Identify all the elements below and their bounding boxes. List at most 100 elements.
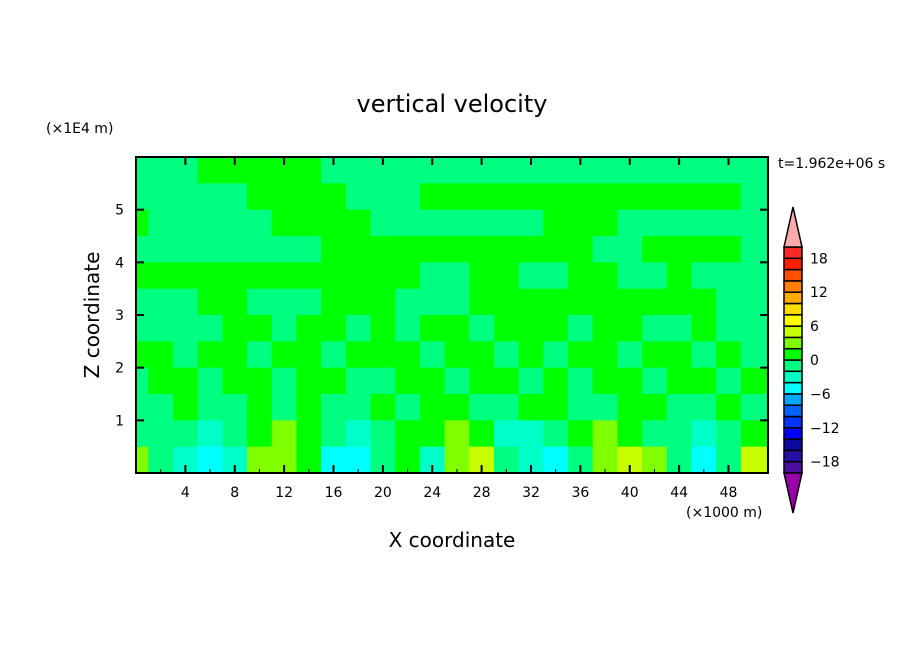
time-label: t=1.962e+06 s	[778, 156, 885, 172]
heatmap-cell	[321, 209, 347, 237]
heatmap-cell	[173, 183, 199, 211]
heatmap-cell	[419, 315, 446, 342]
heatmap-cell	[136, 315, 149, 342]
heatmap-cell	[493, 394, 520, 421]
heatmap-cell	[691, 367, 717, 395]
heatmap-cell	[148, 157, 174, 184]
heatmap-cell	[345, 420, 372, 448]
x-unit-label: (×1000 m)	[686, 505, 762, 521]
heatmap-cell	[247, 341, 273, 369]
heatmap-cells	[136, 157, 769, 474]
heatmap-cell	[173, 394, 199, 421]
heatmap-cell	[197, 341, 223, 369]
heatmap-cell	[419, 236, 446, 263]
heatmap-cell	[321, 236, 347, 263]
heatmap-cell	[271, 315, 297, 342]
colorbar-tick-label: 12	[810, 285, 828, 301]
heatmap-cell	[136, 183, 149, 211]
colorbar-box	[783, 427, 803, 440]
heatmap-cell	[642, 420, 668, 448]
heatmap-cell	[493, 288, 520, 316]
heatmap-cell	[395, 209, 421, 237]
heatmap-cell	[568, 209, 594, 237]
heatmap-cell	[271, 288, 297, 316]
heatmap-cell	[247, 420, 273, 448]
heatmap-cell	[691, 236, 717, 263]
heatmap-cell	[691, 209, 717, 237]
heatmap-cell	[518, 367, 544, 395]
heatmap-cell	[271, 420, 297, 448]
heatmap-cell	[247, 367, 273, 395]
heatmap-cell	[568, 367, 594, 395]
heatmap-cell	[568, 420, 594, 448]
heatmap-cell	[518, 315, 544, 342]
heatmap-cell	[617, 183, 643, 211]
heatmap-cell	[197, 420, 223, 448]
heatmap-cell	[222, 183, 248, 211]
colorbar-box	[783, 336, 803, 350]
heatmap-cell	[395, 262, 421, 290]
heatmap-cell	[568, 341, 594, 369]
heatmap-cell	[370, 236, 396, 263]
y-unit-label: (×1E4 m)	[46, 121, 113, 137]
heatmap-cell	[543, 288, 569, 316]
heatmap-cell	[716, 236, 742, 263]
heatmap-cell	[173, 341, 199, 369]
colorbar-box	[783, 314, 803, 327]
heatmap-cell	[642, 262, 668, 290]
heatmap-cell	[321, 341, 347, 369]
heatmap-cell	[419, 367, 446, 395]
heatmap-cell	[592, 315, 618, 342]
y-axis-label: Z coordinate	[80, 252, 104, 379]
heatmap-cell	[444, 394, 470, 421]
heatmap-cell	[197, 288, 223, 316]
heatmap-cell	[296, 341, 322, 369]
heatmap-cell	[666, 209, 692, 237]
y-tick-label: 4	[115, 255, 124, 271]
heatmap-cell	[716, 341, 742, 369]
heatmap-cell	[444, 183, 470, 211]
x-tick-label: 36	[571, 485, 589, 501]
heatmap-cell	[345, 262, 372, 290]
heatmap-cell	[592, 341, 618, 369]
heatmap-cell	[395, 394, 421, 421]
colorbar-box	[783, 460, 803, 474]
heatmap-cell	[592, 236, 618, 263]
heatmap-cell	[419, 183, 446, 211]
heatmap-cell	[136, 236, 149, 263]
heatmap-cell	[345, 236, 372, 263]
heatmap-cell	[370, 341, 396, 369]
heatmap-cell	[148, 341, 174, 369]
heatmap-cell	[469, 209, 495, 237]
heatmap-cell	[222, 236, 248, 263]
heatmap-cell	[148, 262, 174, 290]
heatmap-cell	[642, 157, 668, 184]
heatmap-cell	[370, 262, 396, 290]
heatmap-cell	[543, 420, 569, 448]
heatmap-cell	[642, 288, 668, 316]
heatmap-cell	[345, 367, 372, 395]
heatmap-cell	[642, 367, 668, 395]
heatmap-cell	[321, 420, 347, 448]
heatmap-cell	[419, 394, 446, 421]
y-tick-label: 3	[115, 308, 124, 324]
heatmap-cell	[666, 236, 692, 263]
heatmap-cell	[296, 183, 322, 211]
heatmap-cell	[271, 262, 297, 290]
heatmap-cell	[493, 341, 520, 369]
heatmap-cell	[568, 394, 594, 421]
heatmap-cell	[617, 209, 643, 237]
heatmap-cell	[247, 262, 273, 290]
heatmap-cell	[518, 262, 544, 290]
heatmap-cell	[222, 367, 248, 395]
heatmap-cell	[197, 209, 223, 237]
x-tick-label: 40	[621, 485, 639, 501]
heatmap-cell	[136, 262, 149, 290]
heatmap-cell	[642, 341, 668, 369]
heatmap-cell	[518, 394, 544, 421]
heatmap-cell	[691, 288, 717, 316]
heatmap-cell	[148, 315, 174, 342]
heatmap-cell	[395, 288, 421, 316]
heatmap-cell	[395, 236, 421, 263]
heatmap-cell	[419, 209, 446, 237]
